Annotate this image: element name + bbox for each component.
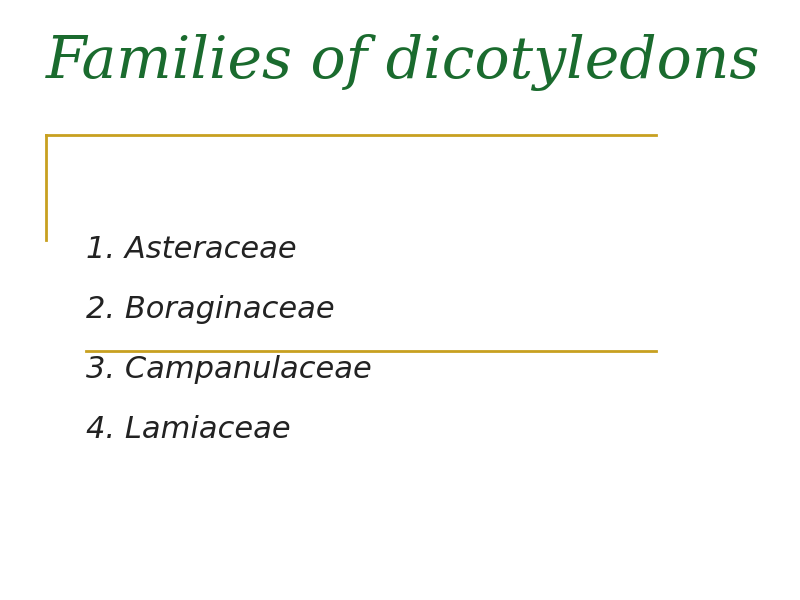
Text: 1. Asteraceae: 1. Asteraceae [86, 235, 297, 264]
Text: 2. Boraginaceae: 2. Boraginaceae [86, 295, 334, 324]
Text: 4. Lamiaceae: 4. Lamiaceae [86, 415, 290, 444]
Text: Families of dicotyledons: Families of dicotyledons [46, 34, 761, 91]
Text: 3. Campanulaceae: 3. Campanulaceae [86, 355, 372, 384]
